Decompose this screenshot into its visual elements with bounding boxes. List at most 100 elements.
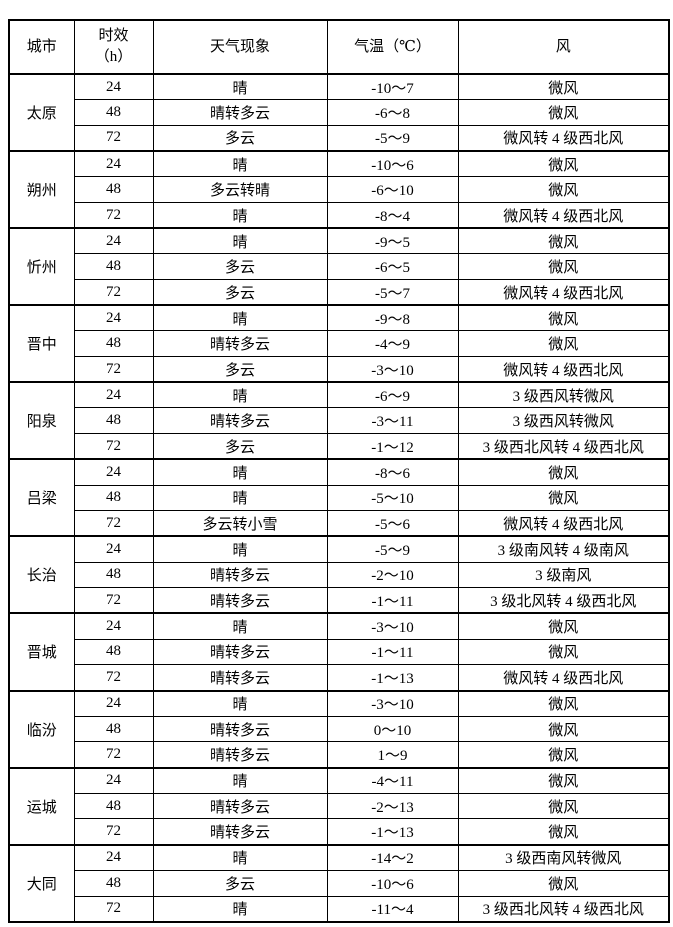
weather-cell: 晴 [152,689,328,717]
hours-cell: 72 [73,279,154,306]
wind-cell: 3 级西风转微风 [457,381,670,409]
temperature-cell: -4～11 [326,766,459,794]
wind-cell: 微风 [457,176,670,203]
table-row: 48 晴转多云 0～10 微风 [9,715,670,743]
table-row: 忻州 24 晴 -9～5 微风 [8,227,670,306]
temperature-cell: -8～4 [326,201,459,229]
wind-cell: 微风 [457,150,670,178]
wind-cell: 微风 [457,484,670,512]
city-cell: 晋中 [8,304,75,383]
table-row: 48 晴转多云 -3～11 3 级西风转微风 [9,407,670,435]
table-row: 72 晴转多云 -1～13 微风转 4 级西北风 [9,664,670,691]
table-row: 48 晴转多云 -2～13 微风 [9,792,670,820]
header-hours-line2: （h） [94,49,133,65]
hours-cell: 48 [73,715,154,743]
hours-cell: 48 [73,253,154,280]
temperature-cell: -6～9 [326,381,459,409]
table-row: 48 晴转多云 -2～10 3 级南风 [9,561,670,589]
weather-cell: 晴 [152,73,328,101]
hours-cell: 72 [73,818,154,846]
wind-cell: 微风 [457,869,670,897]
city-cell: 朔州 [8,150,75,229]
table-row: 72 多云 -3～10 微风转 4 级西北风 [9,356,670,383]
header-temperature: 气温（℃） [326,19,459,75]
hours-cell: 72 [73,510,154,537]
table-row: 长治 24 晴 -5～9 3 级南风转 4 级南风 [8,535,670,614]
wind-cell: 微风 [457,766,670,794]
weather-cell: 晴转多云 [152,407,328,435]
wind-cell: 微风 [457,99,670,126]
table-row: 72 晴 -8～4 微风转 4 级西北风 [9,201,670,229]
temperature-cell: 0～10 [326,715,459,743]
hours-cell: 72 [73,433,154,460]
weather-cell: 晴转多云 [152,818,328,846]
table-row: 72 多云 -1～12 3 级西北风转 4 级西北风 [9,433,670,460]
table-row: 48 晴转多云 -6～8 微风 [9,99,670,126]
hours-cell: 24 [73,843,154,871]
hours-cell: 24 [73,458,154,486]
weather-cell: 晴转多云 [152,99,328,126]
weather-cell: 晴 [152,227,328,255]
hours-cell: 24 [73,227,154,255]
wind-cell: 微风 [457,792,670,820]
wind-cell: 微风转 4 级西北风 [457,201,670,229]
temperature-cell: -5～10 [326,484,459,512]
temperature-cell: -9～8 [326,304,459,332]
weather-cell: 晴转多云 [152,587,328,614]
header-hours: 时效 （h） [73,19,154,75]
wind-cell: 微风转 4 级西北风 [457,356,670,383]
temperature-cell: -8～6 [326,458,459,486]
weather-forecast-table: 城市 时效 （h） 天气现象 气温（℃） 风 太原 24 晴 -10～7 微风 48 晴转多… [8,19,670,923]
header-row: 城市 时效 （h） 天气现象 气温（℃） 风 [8,19,670,75]
weather-cell: 晴 [152,766,328,794]
table-row: 朔州 24 晴 -10～6 微风 [8,150,670,229]
table-row: 晋中 24 晴 -9～8 微风 [8,304,670,383]
hours-cell: 24 [73,73,154,101]
table-row: 72 晴转多云 -1～11 3 级北风转 4 级西北风 [9,587,670,614]
temperature-cell: -3～10 [326,356,459,383]
wind-cell: 3 级西北风转 4 级西北风 [457,895,670,923]
wind-cell: 微风 [457,330,670,358]
table-row: 阳泉 24 晴 -6～9 3 级西风转微风 [8,381,670,460]
wind-cell: 微风 [457,227,670,255]
temperature-cell: -6～8 [326,99,459,126]
city-cell: 忻州 [8,227,75,306]
weather-cell: 晴转多云 [152,330,328,358]
temperature-cell: -9～5 [326,227,459,255]
table-row: 太原 24 晴 -10～7 微风 [8,72,670,152]
temperature-cell: -4～9 [326,330,459,358]
table-header: 城市 时效 （h） 天气现象 气温（℃） 风 [8,19,670,75]
header-city: 城市 [8,19,75,75]
weather-cell: 晴 [152,484,328,512]
header-weather: 天气现象 [152,19,328,75]
table-row: 72 多云 -5～9 微风转 4 级西北风 [9,124,670,152]
weather-cell: 晴 [152,535,328,563]
temperature-cell: -5～6 [326,510,459,537]
hours-cell: 72 [73,664,154,691]
weather-cell: 多云 [152,253,328,280]
weather-cell: 晴 [152,458,328,486]
hours-cell: 48 [73,869,154,897]
weather-cell: 多云 [152,124,328,152]
table-row: 72 晴转多云 -1～13 微风 [9,818,670,846]
wind-cell: 3 级北风转 4 级西北风 [457,587,670,614]
table-row: 72 多云 -5～7 微风转 4 级西北风 [9,279,670,306]
weather-cell: 晴 [152,843,328,871]
city-cell: 阳泉 [8,381,75,460]
header-wind: 风 [457,19,670,75]
wind-cell: 微风 [457,304,670,332]
hours-cell: 24 [73,689,154,717]
table-row: 48 多云转晴 -6～10 微风 [9,176,670,203]
wind-cell: 3 级西北风转 4 级西北风 [457,433,670,460]
temperature-cell: -1～11 [326,638,459,666]
table-row: 48 晴转多云 -4～9 微风 [9,330,670,358]
weather-cell: 晴 [152,304,328,332]
city-cell: 太原 [8,72,75,152]
weather-cell: 多云 [152,869,328,897]
table-row: 48 多云 -10～6 微风 [9,869,670,897]
temperature-cell: -1～13 [326,818,459,846]
hours-cell: 24 [73,150,154,178]
wind-cell: 3 级西南风转微风 [457,843,670,871]
hours-cell: 48 [73,561,154,589]
